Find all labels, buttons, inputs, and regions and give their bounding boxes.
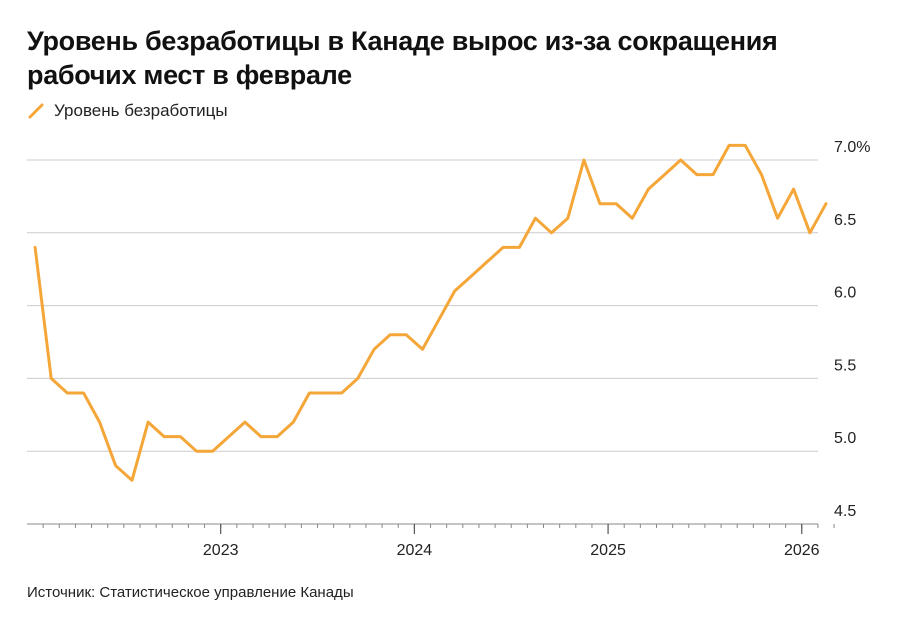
y-tick-label: 6.5 bbox=[834, 212, 856, 229]
y-tick-label: 5.5 bbox=[834, 357, 856, 374]
y-tick-label: 6.0 bbox=[834, 285, 856, 302]
series-line-unemployment bbox=[33, 143, 828, 482]
source-note: Источник: Статистическое управление Кана… bbox=[27, 584, 354, 601]
legend-line-icon bbox=[28, 103, 44, 119]
x-tick-label: 2024 bbox=[397, 542, 433, 559]
legend: Уровень безработицы bbox=[27, 100, 228, 122]
x-tick-label: 2023 bbox=[203, 542, 239, 559]
y-tick-label: 4.5 bbox=[834, 503, 856, 520]
x-tick-label: 2025 bbox=[590, 542, 626, 559]
legend-label: Уровень безработицы bbox=[54, 101, 228, 120]
x-tick-label: 2026 bbox=[784, 542, 820, 559]
y-tick-label: 7.0% bbox=[834, 139, 870, 156]
chart-title: Уровень безработицы в Канаде вырос из-за… bbox=[27, 26, 778, 90]
y-tick-label: 5.0 bbox=[834, 430, 856, 447]
